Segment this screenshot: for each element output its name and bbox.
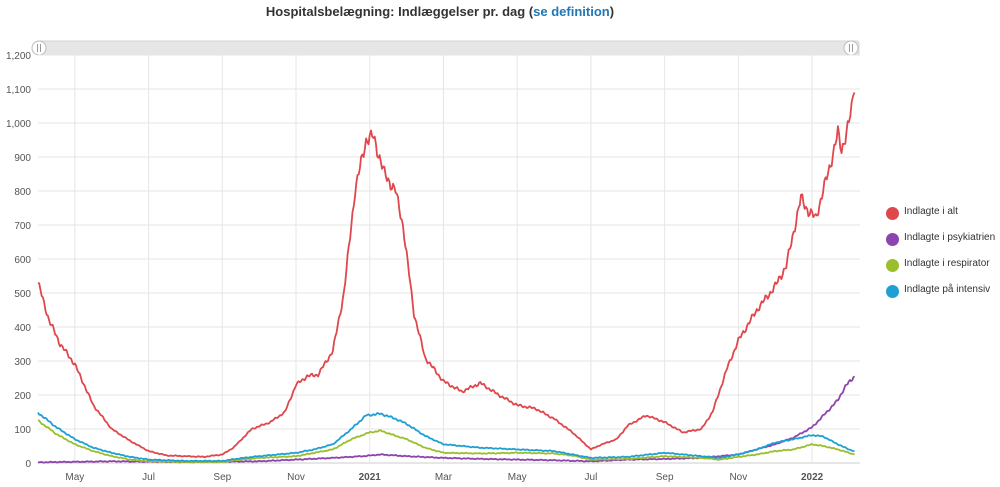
x-tick-label: Nov xyxy=(287,472,305,483)
navigator-handle-right[interactable] xyxy=(843,40,859,56)
y-tick-label: 100 xyxy=(14,425,31,436)
y-tick-label: 200 xyxy=(14,391,31,402)
x-tick-label: 2022 xyxy=(801,472,824,483)
y-tick-label: 1,200 xyxy=(6,51,31,62)
grid-lines xyxy=(38,54,860,464)
legend-label: Indlagte i alt xyxy=(904,206,958,217)
legend-marker xyxy=(886,259,899,272)
x-axis: May Jul Sep Nov 2021 Mar May Jul Sep Nov 2022 xyxy=(65,472,823,483)
x-tick-label: May xyxy=(65,472,84,483)
y-axis: 0 100 200 300 400 500 600 700 800 900 1,000 1,100 1,… xyxy=(6,51,31,470)
navigator-handle-left[interactable] xyxy=(31,40,47,56)
y-tick-label: 600 xyxy=(14,255,31,266)
legend: Indlagte i alt Indlagte i psykiatrien Indl… xyxy=(886,206,1000,310)
x-tick-label: Nov xyxy=(729,472,747,483)
x-tick-label: Mar xyxy=(435,472,453,483)
legend-item[interactable]: Indlagte i alt xyxy=(886,206,1000,220)
legend-label: Indlagte i psykiatrien xyxy=(904,232,996,243)
y-tick-label: 1,000 xyxy=(6,119,31,130)
y-tick-label: 500 xyxy=(14,289,31,300)
x-tick-label: May xyxy=(508,472,527,483)
x-tick-label: 2021 xyxy=(359,472,382,483)
legend-item[interactable]: Indlagte på intensiv xyxy=(886,284,1000,298)
legend-marker xyxy=(886,285,899,298)
title-suffix: ) xyxy=(609,4,615,19)
x-tick-label: Jul xyxy=(585,472,598,483)
legend-marker xyxy=(886,233,899,246)
x-tick-label: Sep xyxy=(213,472,231,483)
legend-item[interactable]: Indlagte i respirator xyxy=(886,258,1000,272)
legend-label: Indlagte på intensiv xyxy=(904,284,991,295)
series-line xyxy=(37,92,856,459)
x-tick-label: Sep xyxy=(656,472,674,483)
y-tick-label: 900 xyxy=(14,153,31,164)
definition-link[interactable]: se definition xyxy=(533,4,610,19)
y-tick-label: 300 xyxy=(14,357,31,368)
legend-item[interactable]: Indlagte i psykiatrien xyxy=(886,232,1000,246)
series-lines xyxy=(37,92,856,464)
series-line xyxy=(37,419,855,464)
chart-title: Hospitalsbelægning: Indlæggelser pr. dag… xyxy=(0,4,880,19)
y-tick-label: 1,100 xyxy=(6,85,31,96)
y-tick-label: 700 xyxy=(14,221,31,232)
y-tick-label: 400 xyxy=(14,323,31,334)
y-tick-label: 800 xyxy=(14,187,31,198)
legend-label: Indlagte i respirator xyxy=(904,258,990,269)
line-chart: 0 100 200 300 400 500 600 700 800 900 1,000 1,100 1,… xyxy=(6,40,860,483)
y-tick-label: 0 xyxy=(25,459,31,470)
legend-marker xyxy=(886,207,899,220)
series-line xyxy=(37,375,856,464)
navigator-track[interactable] xyxy=(37,40,860,56)
series-line xyxy=(37,412,855,463)
title-prefix: Hospitalsbelægning: Indlæggelser pr. dag… xyxy=(265,4,534,19)
x-tick-label: Jul xyxy=(142,472,155,483)
